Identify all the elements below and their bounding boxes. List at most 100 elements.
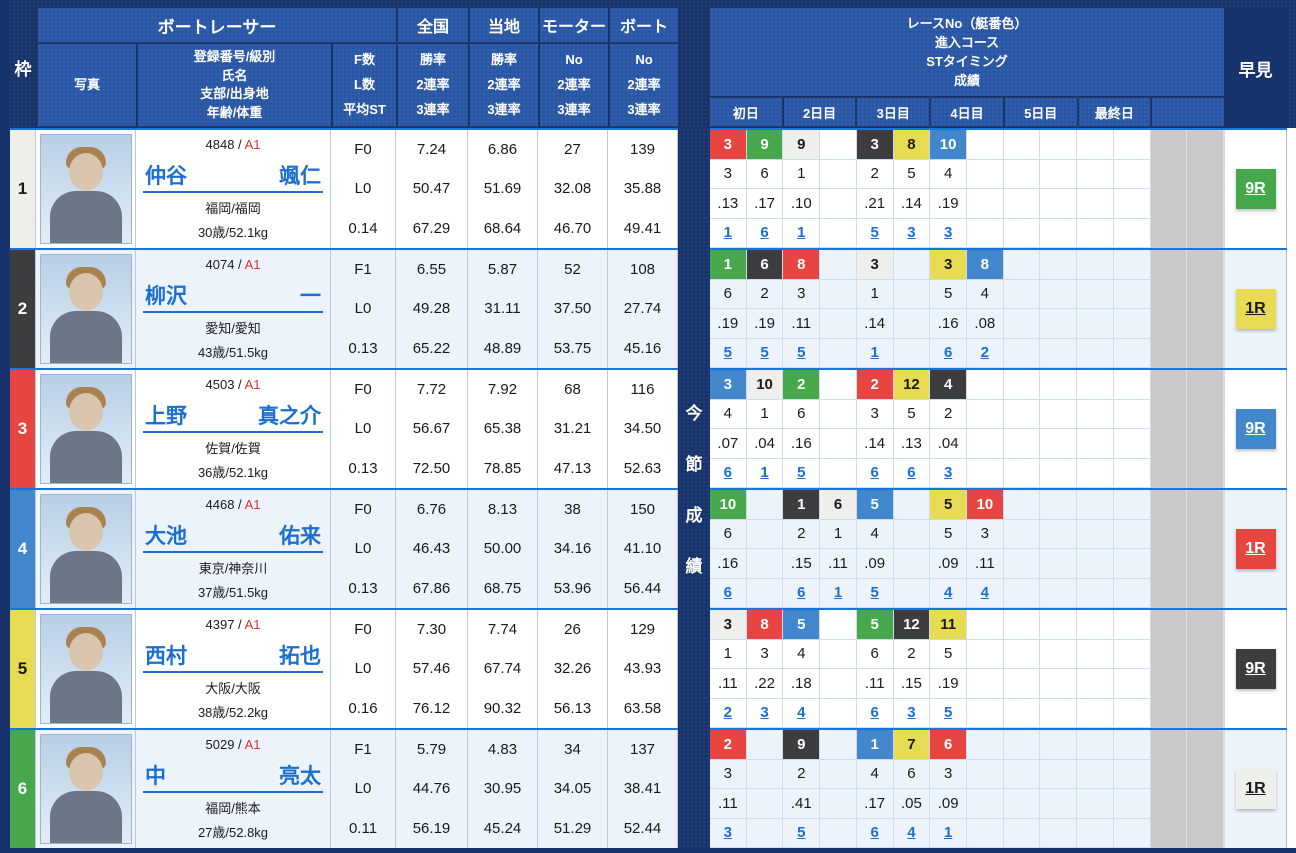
racer-photo[interactable] [39,254,132,364]
st-timing-cell: .19 [710,309,747,339]
result-link[interactable]: 1 [797,224,806,242]
result-link[interactable]: 3 [907,224,916,242]
result-link[interactable]: 4 [943,584,953,602]
racer-info-cell: 4848 / A1 仲谷 颯仁 福岡/福岡 30歳/52.1kg [136,130,331,248]
result-link[interactable]: 4 [797,704,806,722]
result-link[interactable]: 6 [723,464,733,482]
result-link[interactable]: 6 [723,584,733,602]
racer-photo[interactable] [39,134,132,244]
result-link[interactable]: 1 [723,224,733,242]
racer-photo[interactable] [39,374,132,484]
racer-photo[interactable] [39,614,132,724]
result-link[interactable]: 6 [907,464,916,482]
result-cell [820,458,857,488]
session-label-char: 績 [685,557,703,576]
result-link[interactable]: 3 [943,464,953,482]
result-link[interactable]: 3 [723,824,733,842]
racer-info-header-line: 支部/出身地 [200,86,269,102]
st-timing-cell [1077,669,1114,699]
hayami-race-button[interactable]: 1R [1235,769,1276,809]
result-link[interactable]: 1 [760,464,769,482]
result-cell: 5 [783,338,821,368]
result-cell: 5 [783,818,821,848]
race-number-cell [1040,250,1078,280]
result-link[interactable]: 3 [907,704,916,722]
result-cell: 5 [930,698,967,728]
waku-number: 5 [10,610,36,728]
st-timing-cell [967,669,1004,699]
result-link[interactable]: 6 [870,464,879,482]
hayami-race-button[interactable]: 9R [1235,169,1276,209]
racer-photo[interactable] [39,494,132,604]
racer-name-link[interactable]: 柳沢 一 [143,280,323,313]
result-link[interactable]: 3 [943,224,953,242]
race-number-badge: 3 [856,130,893,159]
result-link[interactable]: 5 [870,584,879,602]
result-link[interactable]: 5 [797,824,806,842]
result-link[interactable]: 3 [760,704,769,722]
st-timing-cell: .16 [783,429,821,459]
result-link[interactable]: 1 [943,824,953,842]
result-link[interactable]: 6 [870,824,879,842]
fl-header-line: L数 [354,76,375,92]
result-link[interactable]: 6 [943,344,953,362]
family-name: 西村 [145,645,187,668]
result-cell: 6 [930,338,967,368]
course-cell [1040,279,1078,309]
racer-name-link[interactable]: 中 亮太 [143,760,323,793]
result-link[interactable]: 6 [760,224,769,242]
result-link[interactable]: 6 [870,704,879,722]
hayami-race-button[interactable]: 9R [1235,409,1276,449]
racer-photo[interactable] [39,734,132,844]
st-timing-cell: .10 [783,189,821,219]
result-link[interactable]: 1 [870,344,879,362]
st-timing-cell [1040,189,1078,219]
race-number-badge: 10 [710,490,746,519]
st-timing-cell [967,789,1004,819]
course-cell [746,759,784,789]
result-link[interactable]: 4 [980,584,990,602]
course-cell: 1 [746,399,784,429]
race-number-cell: 3 [710,130,747,160]
course-cell: 3 [710,159,747,189]
racer-name-link[interactable]: 西村 拓也 [143,640,323,673]
race-number-cell: 9 [783,730,821,760]
sub-header-line: No [635,52,653,68]
result-link[interactable]: 5 [723,344,733,362]
result-link[interactable]: 6 [797,584,806,602]
hayami-race-button[interactable]: 1R [1235,289,1276,329]
stat-value: 27.74 [623,300,662,318]
sub-header-line: 2連率 [416,76,450,92]
hayami-cell: 1R [1224,730,1287,848]
racer-name-link[interactable]: 上野 真之介 [143,400,323,433]
hayami-race-button[interactable]: 9R [1235,649,1276,689]
race-number-badge: 5 [930,490,966,519]
result-link[interactable]: 5 [870,224,879,242]
course-cell: 3 [710,759,747,789]
race-number-cell: 9 [746,130,784,160]
racer-name-link[interactable]: 仲谷 颯仁 [143,160,323,193]
result-link[interactable]: 2 [980,344,990,362]
stat-value: 56.44 [623,579,662,597]
racer-name-link[interactable]: 大池 佑来 [143,520,323,553]
branch-birthplace: 東京/神奈川 [198,561,268,576]
result-link[interactable]: 5 [797,464,806,482]
st-timing-cell: .14 [856,309,894,339]
age-weight: 43歳/51.5kg [197,345,269,360]
photo-silhouette-head [68,273,103,311]
hayami-race-button[interactable]: 1R [1235,529,1276,569]
race-number-badge: 9 [783,730,820,759]
result-cell [1040,218,1078,248]
fl-st-value: 0.13 [348,459,378,477]
st-timing-cell: .11 [856,669,894,699]
result-link[interactable]: 4 [907,824,916,842]
result-link[interactable]: 1 [833,584,843,602]
race-number-cell: 2 [856,370,894,400]
session-label-char: 節 [685,455,703,474]
result-link[interactable]: 5 [943,704,953,722]
result-link[interactable]: 2 [723,704,733,722]
result-link[interactable]: 5 [760,344,769,362]
course-cell: 4 [856,519,894,549]
result-cell: 5 [710,338,747,368]
result-link[interactable]: 5 [797,344,806,362]
